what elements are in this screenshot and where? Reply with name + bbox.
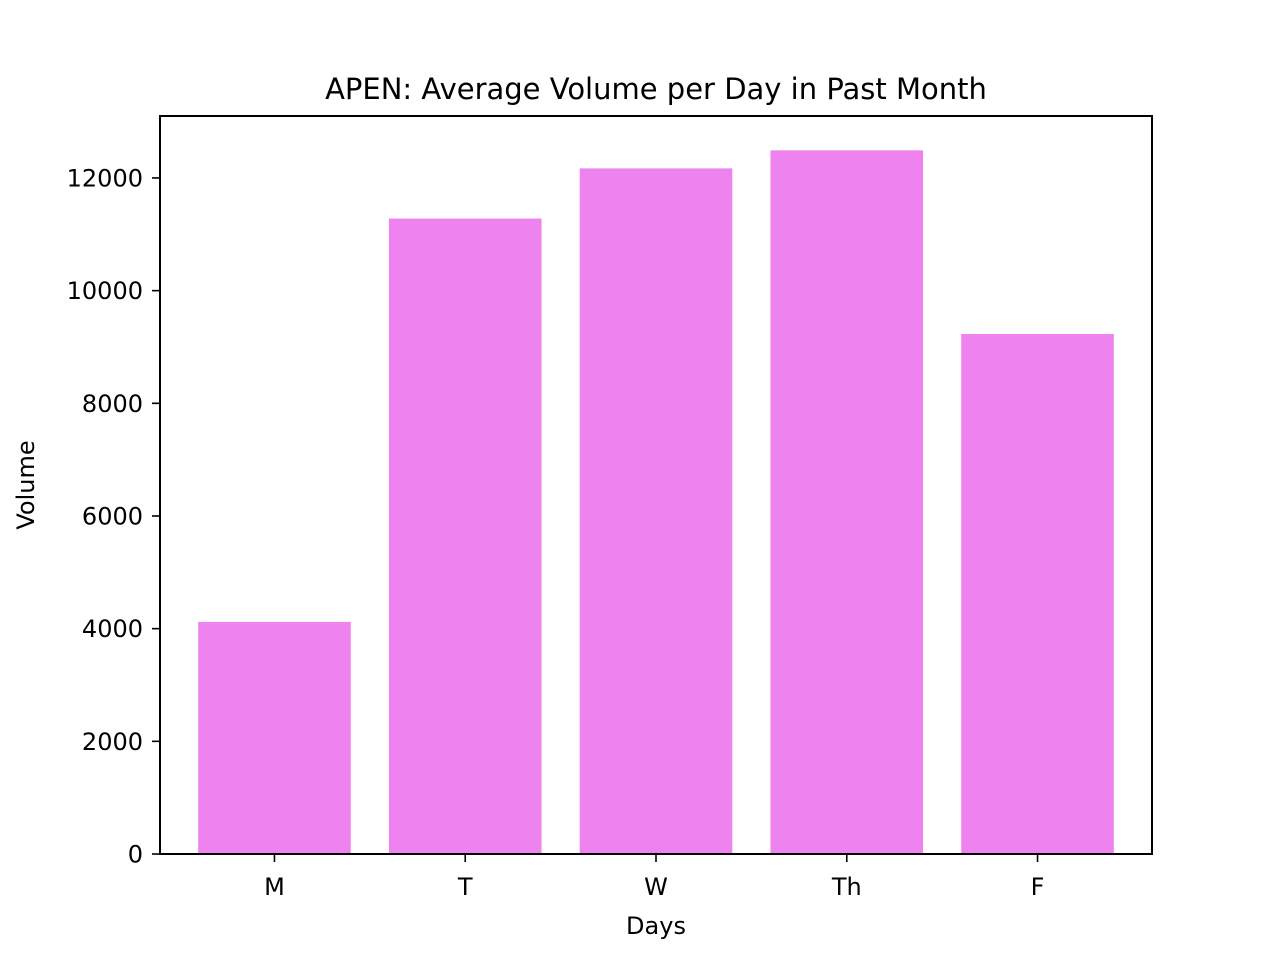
x-tick-label: M: [264, 873, 285, 901]
bar-t: [388, 218, 542, 854]
y-tick-label: 2000: [82, 728, 143, 756]
x-tick-label: T: [457, 873, 473, 901]
y-axis-label: Volume: [12, 440, 40, 529]
bar-m: [198, 621, 351, 854]
y-tick-label: 12000: [67, 164, 143, 192]
y-tick-label: 8000: [82, 390, 143, 418]
x-tick-label: W: [644, 873, 668, 901]
plot-frame: [159, 115, 1153, 855]
bar-th: [770, 150, 924, 855]
bar-f: [961, 334, 1114, 854]
bars-layer: [198, 150, 1114, 855]
bar-w: [579, 168, 733, 854]
y-axis-ticks: 0 2000 4000 6000 8000 10000 12000: [67, 164, 160, 869]
y-tick-label: 10000: [67, 277, 143, 305]
y-tick-label: 0: [128, 841, 143, 869]
x-axis-ticks: M T W Th F: [264, 854, 1044, 901]
x-axis-label: Days: [626, 912, 686, 940]
x-tick-label: Th: [831, 873, 862, 901]
y-tick-label: 4000: [82, 615, 143, 643]
y-tick-label: 6000: [82, 502, 143, 530]
x-tick-label: F: [1031, 873, 1045, 901]
chart-title: APEN: Average Volume per Day in Past Mon…: [325, 72, 987, 106]
